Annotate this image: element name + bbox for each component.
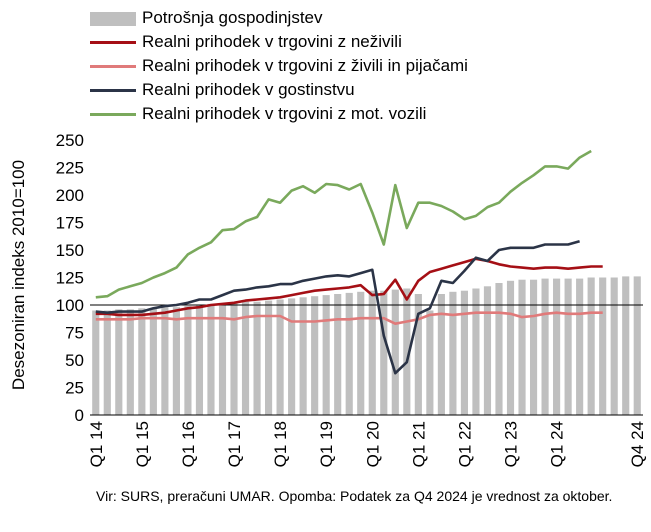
bar [138,308,146,415]
y-axis-ticks: 0 25 50 75 100 125 150 175 200 225 250 [56,131,84,425]
bar [576,278,584,415]
bar [288,298,296,415]
x-axis-ticks: Q1 14 Q1 15 Q1 16 Q1 17 Q1 18 Q1 19 Q1 20 Q1 21… [87,421,647,467]
bar [449,291,457,415]
bar [391,289,399,415]
y-tick-label: 200 [56,186,84,205]
bar [126,309,134,415]
bar [529,279,538,415]
bar [172,307,180,415]
y-tick-label: 25 [65,379,84,398]
y-tick-label: 250 [56,131,84,150]
bar [380,290,388,415]
x-tick-label: Q4 24 [628,421,647,467]
bar [92,310,100,415]
bar [622,276,630,415]
bar [403,288,411,415]
line-series-group [95,149,603,375]
x-tick-label: Q1 18 [271,421,290,467]
legend-item-potrosnja: Potrošnja gospodinjstev [90,6,468,30]
x-tick-label: Q1 17 [225,421,244,467]
x-tick-label: Q1 15 [133,421,152,467]
x-tick-label: Q1 22 [455,421,474,467]
legend-label: Realni prihodek v gostinstvu [142,80,355,99]
bar [437,294,445,415]
bar [483,286,492,415]
y-tick-label: 150 [56,241,84,260]
y-tick-label: 125 [56,269,84,288]
bar [276,299,284,415]
x-tick-label: Q1 20 [363,421,382,467]
y-tick-label: 75 [65,324,84,343]
bar [230,302,238,415]
series-line-3 [95,149,592,299]
legend-label: Realni prihodek v trgovini z neživili [142,32,402,51]
legend-swatch-line [90,41,136,45]
bar [587,277,595,415]
bar [184,306,192,415]
source-note: Vir: SURS, preračuni UMAR. Opomba: Podat… [96,488,613,504]
bar [265,300,273,415]
x-tick-label: Q1 14 [87,421,106,467]
bar [299,297,307,415]
legend-label: Realni prihodek v trgovini z živili in p… [142,56,468,75]
x-tick-label: Q1 21 [409,421,428,467]
bar [368,290,376,415]
bar [564,278,572,415]
x-tick-label: Q1 16 [179,421,198,467]
y-tick-label: 0 [75,406,84,425]
legend-item-zivila: Realni prihodek v trgovini z živili in p… [90,54,468,78]
bar [414,294,422,415]
bar [322,295,330,415]
legend-item-mot-vozila: Realni prihodek v trgovini z mot. vozili [90,102,468,126]
bar [633,276,641,415]
bar [253,301,261,415]
bar [311,296,319,415]
bar [207,303,215,415]
bar [460,290,468,415]
bar [518,279,526,415]
bar [472,288,480,415]
bar [161,307,169,415]
bar-series-potrosnja-gospodinjstev [92,276,641,415]
y-tick-label: 175 [56,214,84,233]
bar [426,310,434,415]
bar [495,283,503,415]
legend-label: Potrošnja gospodinjstev [142,8,323,27]
bar [149,308,157,415]
y-tick-label: 100 [56,296,84,315]
bar [103,310,111,415]
bar [599,277,607,415]
x-tick-label: Q1 24 [548,421,567,467]
x-tick-label: Q1 23 [502,421,521,467]
bar [610,277,618,415]
bar [541,278,549,415]
bar [241,301,250,415]
bar [195,305,204,415]
legend-label: Realni prihodek v trgovini z mot. vozili [142,104,427,123]
bar [345,292,353,415]
series-line-2 [95,239,580,375]
bar [334,294,342,415]
y-tick-label: 50 [65,351,84,370]
legend-swatch-line [90,65,136,69]
bar [553,278,561,415]
legend-swatch-line [90,113,136,117]
legend-item-gostinstvo: Realni prihodek v gostinstvu [90,78,468,102]
series-line-0 [95,257,603,317]
legend: Potrošnja gospodinjstev Realni prihodek … [90,6,468,126]
y-axis-label: Desezoniran indeks 2010=100 [9,160,28,390]
bar [357,291,365,415]
y-tick-label: 225 [56,159,84,178]
legend-swatch-bar [90,11,136,26]
bar [115,309,123,415]
series-line-1 [95,311,603,326]
legend-item-nezivila: Realni prihodek v trgovini z neživili [90,30,468,54]
legend-swatch-line [90,89,136,93]
bar [218,303,227,415]
bar [506,280,515,415]
x-tick-label: Q1 19 [317,421,336,467]
